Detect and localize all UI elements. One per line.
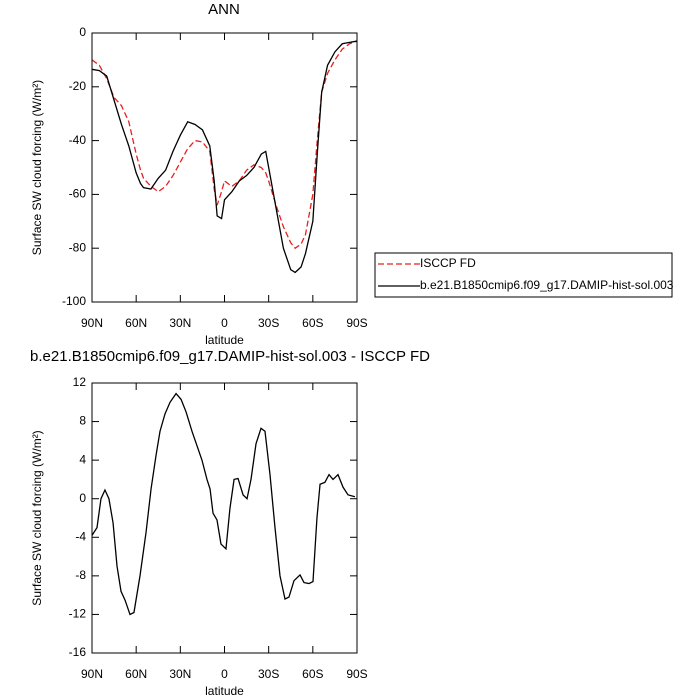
y-tick-label: 0 bbox=[79, 491, 86, 505]
y-tick-label: 8 bbox=[79, 414, 86, 428]
y-axis-label: Surface SW cloud forcing (W/m²) bbox=[30, 80, 44, 255]
x-tick-label: 90N bbox=[81, 667, 103, 681]
x-axis-label: latitude bbox=[205, 333, 244, 347]
legend-box bbox=[374, 252, 673, 298]
y-tick-label: 0 bbox=[79, 25, 86, 39]
y-tick-label: -100 bbox=[62, 294, 86, 308]
x-tick-label: 90S bbox=[346, 316, 367, 330]
y-tick-label: -16 bbox=[69, 645, 87, 659]
y-tick-label: 4 bbox=[79, 452, 86, 466]
chart-title: b.e21.B1850cmip6.f09_g17.DAMIP-hist-sol.… bbox=[30, 348, 430, 365]
data-line bbox=[91, 40, 358, 250]
x-tick-label: 0 bbox=[221, 667, 228, 681]
legend-label: b.e21.B1850cmip6.f09_g17.DAMIP-hist-sol.… bbox=[420, 278, 674, 292]
x-tick-label: 60S bbox=[302, 316, 323, 330]
x-tick-label: 0 bbox=[221, 316, 228, 330]
x-axis-label: latitude bbox=[205, 684, 244, 698]
x-tick-label: 30S bbox=[258, 667, 279, 681]
legend-label: ISCCP FD bbox=[420, 256, 476, 270]
y-tick-label: -80 bbox=[69, 240, 87, 254]
x-tick-label: 60N bbox=[125, 316, 147, 330]
x-tick-label: 60N bbox=[125, 667, 147, 681]
chart-title: ANN bbox=[208, 1, 240, 18]
y-tick-label: -40 bbox=[69, 133, 87, 147]
y-tick-label: -20 bbox=[69, 79, 87, 93]
y-tick-label: -4 bbox=[75, 529, 86, 543]
y-tick-label: 12 bbox=[73, 375, 87, 389]
data-line bbox=[91, 40, 358, 274]
x-tick-label: 60S bbox=[302, 667, 323, 681]
y-tick-label: -60 bbox=[69, 187, 87, 201]
x-tick-label: 30N bbox=[169, 316, 191, 330]
y-tick-label: -12 bbox=[69, 607, 87, 621]
x-tick-label: 30N bbox=[169, 667, 191, 681]
y-axis-label: Surface SW cloud forcing (W/m²) bbox=[30, 430, 44, 605]
y-tick-label: -8 bbox=[75, 568, 86, 582]
x-tick-label: 90S bbox=[346, 667, 367, 681]
data-line bbox=[91, 392, 356, 616]
x-tick-label: 30S bbox=[258, 316, 279, 330]
x-tick-label: 90N bbox=[81, 316, 103, 330]
plot-frame bbox=[91, 32, 358, 303]
